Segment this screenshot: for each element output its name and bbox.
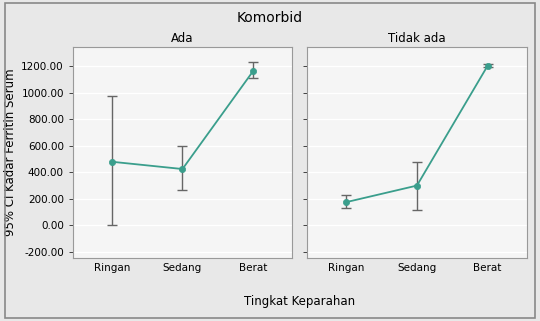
- Y-axis label: 95% CI Kadar Ferritin Serum: 95% CI Kadar Ferritin Serum: [4, 69, 17, 236]
- Title: Tidak ada: Tidak ada: [388, 32, 446, 45]
- Title: Ada: Ada: [171, 32, 194, 45]
- Text: Komorbid: Komorbid: [237, 11, 303, 25]
- Text: Tingkat Keparahan: Tingkat Keparahan: [244, 295, 355, 308]
